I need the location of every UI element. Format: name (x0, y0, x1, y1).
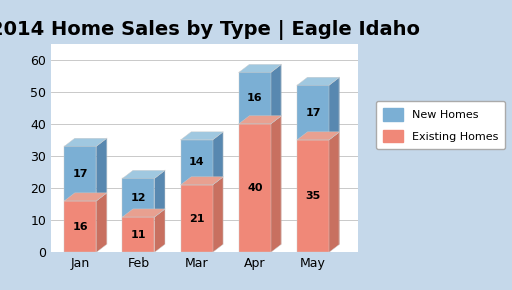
Legend: New Homes, Existing Homes: New Homes, Existing Homes (376, 101, 505, 149)
Text: 14: 14 (189, 157, 204, 167)
Text: 11: 11 (131, 230, 146, 240)
Polygon shape (181, 177, 223, 185)
Polygon shape (181, 132, 223, 140)
Bar (297, 140, 329, 252)
Polygon shape (271, 64, 281, 124)
Title: 2014 Home Sales by Type | Eagle Idaho: 2014 Home Sales by Type | Eagle Idaho (0, 20, 420, 40)
Polygon shape (96, 138, 107, 201)
Polygon shape (155, 209, 165, 252)
Polygon shape (212, 177, 223, 252)
Polygon shape (239, 64, 281, 72)
Text: 16: 16 (73, 222, 88, 232)
Polygon shape (271, 116, 281, 252)
Polygon shape (212, 132, 223, 185)
Bar (181, 140, 212, 185)
Text: 40: 40 (247, 183, 263, 193)
Text: 16: 16 (247, 93, 263, 103)
Polygon shape (122, 171, 165, 178)
Polygon shape (297, 132, 339, 140)
Polygon shape (155, 171, 165, 217)
Text: 17: 17 (305, 108, 321, 117)
Bar (65, 146, 96, 201)
Polygon shape (65, 138, 107, 146)
Text: 12: 12 (131, 193, 146, 203)
Bar (239, 72, 271, 124)
Polygon shape (65, 193, 107, 201)
Text: 17: 17 (73, 168, 88, 179)
Polygon shape (329, 132, 339, 252)
Bar (65, 201, 96, 252)
Bar (181, 185, 212, 252)
Text: 35: 35 (305, 191, 321, 201)
Polygon shape (122, 209, 165, 217)
Bar (122, 178, 155, 217)
Text: 21: 21 (189, 213, 204, 224)
Bar (239, 124, 271, 252)
Polygon shape (96, 193, 107, 252)
Bar (122, 217, 155, 252)
Polygon shape (297, 77, 339, 85)
Bar (297, 85, 329, 140)
Polygon shape (329, 77, 339, 140)
Polygon shape (239, 116, 281, 124)
